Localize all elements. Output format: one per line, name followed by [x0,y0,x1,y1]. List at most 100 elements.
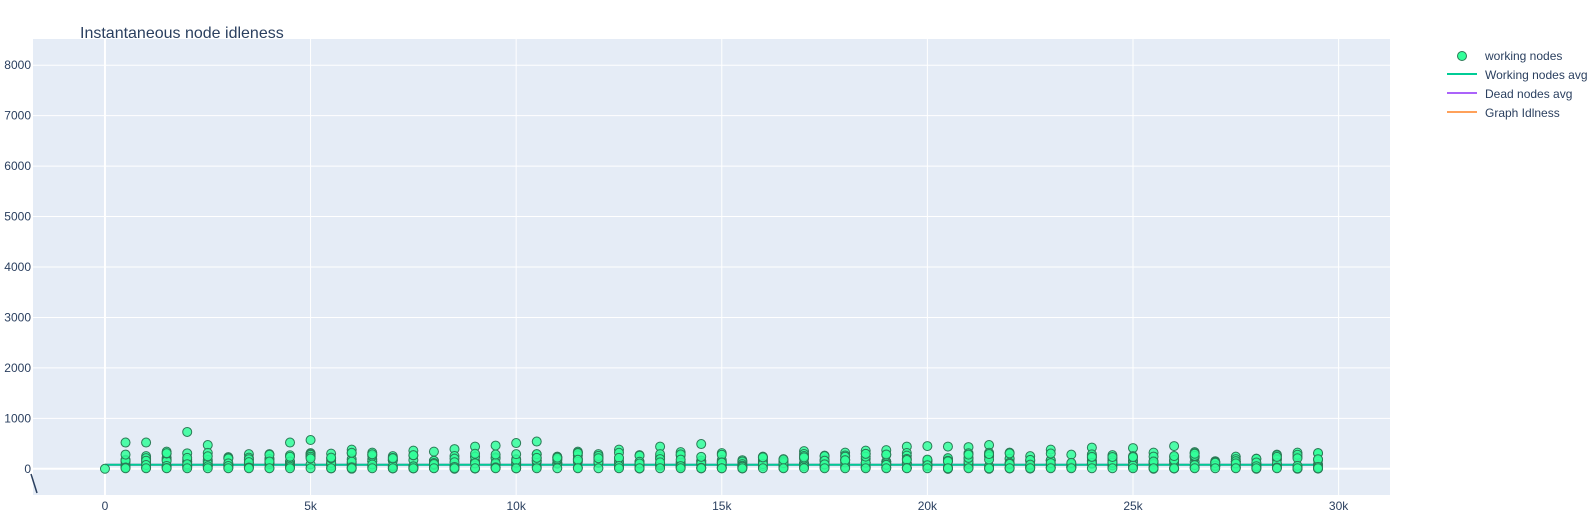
data-point [593,453,604,464]
data-point [1210,463,1221,474]
legend-item-working-nodes[interactable]: working nodes [1445,46,1588,65]
data-point [470,463,481,474]
legend[interactable]: working nodes Working nodes avg Dead nod… [1445,46,1588,122]
chart-title: Instantaneous node idleness [80,25,284,42]
data-point [942,441,953,452]
data-point [141,437,152,448]
data-point [901,463,912,474]
data-point [757,463,768,474]
data-point [613,452,624,463]
data-point [1045,463,1056,474]
data-point [141,463,152,474]
y-tick-label: 1000 [4,411,31,425]
data-point [346,447,357,458]
data-point [1025,463,1036,474]
data-point [387,463,398,474]
data-point [1107,463,1118,474]
data-point [840,463,851,474]
data-point [202,463,213,474]
line-icon [1445,103,1479,122]
data-point [552,463,563,474]
axis-ticks: 0 5k 10k 15k 20k 25k 30k 0 1000 2000 3000 4000 5000 6… [4,58,1349,513]
data-point [531,463,542,474]
data-point [243,463,254,474]
data-point [1004,448,1015,459]
data-point [387,453,398,464]
data-point [1086,451,1097,462]
data-point [305,463,316,474]
data-point [367,449,378,460]
y-tick-label: 3000 [4,310,31,324]
data-point [922,463,933,474]
data-point [1292,463,1303,474]
legend-item-graph-idleness[interactable]: Graph Idlness [1445,103,1588,122]
data-point [326,463,337,474]
data-point [511,463,522,474]
data-point [1169,451,1180,462]
x-tick-label: 30k [1329,499,1349,513]
data-point [675,463,686,474]
data-point [408,450,419,461]
y-tick-label: 5000 [4,210,31,224]
data-point [1169,463,1180,474]
data-point [1107,451,1118,462]
data-point [511,449,522,460]
data-point [737,463,748,474]
data-point [202,451,213,462]
data-point [757,452,768,463]
data-point [984,449,995,460]
data-point [778,454,789,465]
data-point [572,463,583,474]
data-point [367,463,378,474]
data-point [860,463,871,474]
legend-item-working-avg[interactable]: Working nodes avg [1445,65,1588,84]
data-point [1230,463,1241,474]
data-point [963,463,974,474]
data-point [963,449,974,460]
line-icon [1445,65,1479,84]
data-point [696,451,707,462]
data-point [531,436,542,447]
legend-item-dead-avg[interactable]: Dead nodes avg [1445,84,1588,103]
data-point [984,463,995,474]
data-point [428,446,439,457]
data-point [613,463,624,474]
data-point [799,452,810,463]
data-point [1086,463,1097,474]
data-point [1127,463,1138,474]
data-point [716,463,727,474]
y-tick-label: 0 [24,462,31,476]
data-point [326,452,337,463]
data-point [552,452,563,463]
data-point [490,440,501,451]
data-point [285,451,296,462]
axis-break-mark [30,473,38,494]
data-point [120,463,131,474]
data-point [778,463,789,474]
data-point [799,463,810,474]
data-point [305,453,316,464]
data-point [182,463,193,474]
data-point [1189,448,1200,459]
legend-label: Dead nodes avg [1485,86,1573,101]
x-tick-label: 20k [918,499,938,513]
data-point [1148,463,1159,474]
y-tick-label: 2000 [4,361,31,375]
data-point [860,448,871,459]
data-point [449,463,460,474]
y-tick-label: 8000 [4,58,31,72]
data-point [881,449,892,460]
data-point [1004,463,1015,474]
legend-label: working nodes [1485,48,1563,63]
data-point [696,463,707,474]
data-point [1271,463,1282,474]
legend-label: Graph Idlness [1485,105,1560,120]
data-point [428,463,439,474]
data-point [1189,463,1200,474]
data-point [161,448,172,459]
line-icon [1445,84,1479,103]
data-point [264,463,275,474]
data-point [634,463,645,474]
data-point [346,463,357,474]
